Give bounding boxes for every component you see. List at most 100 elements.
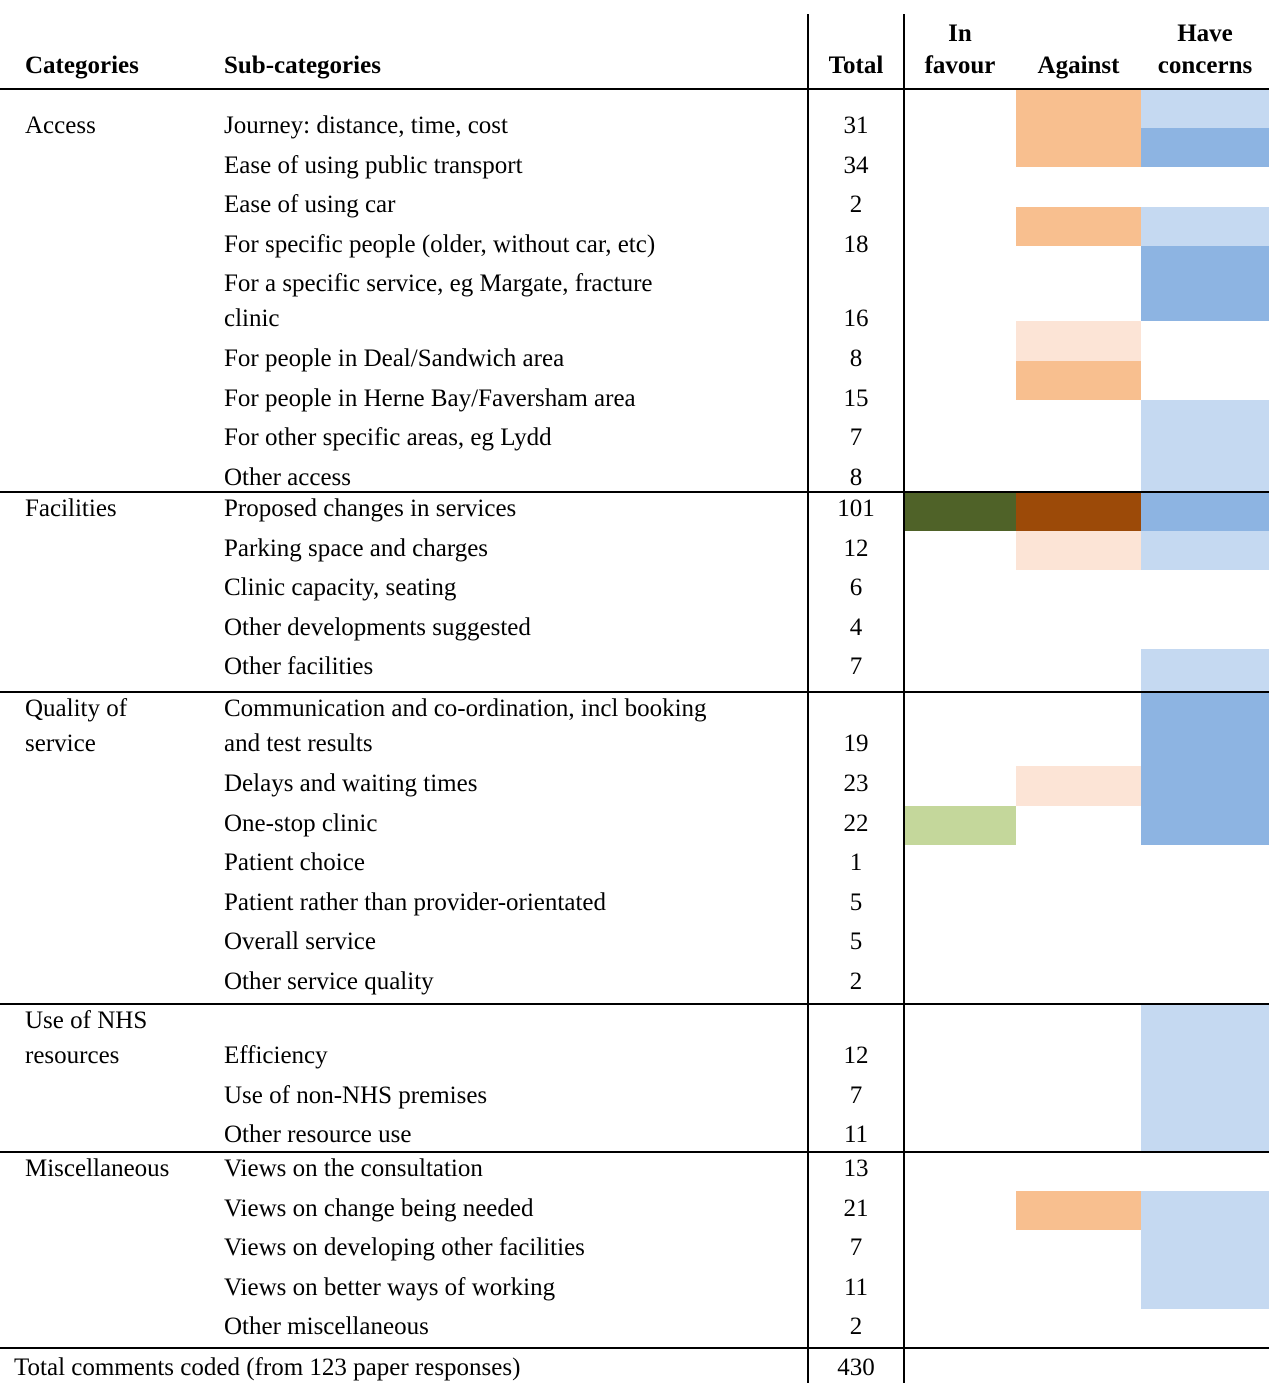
- subcategory-label: One-stop clinic: [224, 809, 378, 837]
- subcategory-label: For people in Herne Bay/Faversham area: [224, 384, 636, 412]
- against-cell: [1016, 360, 1141, 400]
- concern-cell: [1141, 1082, 1269, 1151]
- against-cell: [1016, 530, 1141, 570]
- total-value: 4: [849, 613, 863, 641]
- concern-cell: [1141, 1230, 1269, 1270]
- category-label: service: [25, 730, 96, 757]
- total-value: 6: [849, 574, 863, 601]
- total-value: 7: [849, 1081, 863, 1109]
- total-value: 31: [843, 112, 869, 139]
- header-in-favour-line2: favour: [924, 52, 996, 79]
- total-value: 2: [849, 191, 863, 218]
- concern-cell: [1141, 1042, 1269, 1082]
- total-value: 22: [843, 809, 869, 837]
- total-value: 12: [843, 1042, 869, 1069]
- total-value: 8: [849, 345, 863, 372]
- favour-cell: [904, 805, 1016, 845]
- category-label: Quality of: [25, 695, 128, 722]
- subcategory-label: Ease of using public transport: [224, 151, 523, 179]
- subcategory-label: Journey: distance, time, cost: [224, 112, 508, 139]
- header-categories: Categories: [25, 52, 139, 79]
- subcategory-label: Other facilities: [224, 653, 374, 680]
- concern-cell: [1141, 206, 1269, 246]
- total-value: 1: [849, 849, 863, 876]
- subcategory-label: Views on developing other facilities: [224, 1234, 585, 1261]
- total-value: 11: [843, 1121, 869, 1148]
- subcategory-label: Other service quality: [224, 967, 434, 995]
- total-value: 2: [849, 1313, 863, 1340]
- subcategory-label: For people in Deal/Sandwich area: [224, 345, 565, 372]
- subcategory-label: Views on better ways of working: [224, 1273, 556, 1301]
- concern-cell: [1141, 805, 1269, 845]
- subcategory-label: Other access: [224, 463, 352, 491]
- total-value: 16: [843, 305, 869, 332]
- subcategory-label: Other miscellaneous: [224, 1313, 429, 1340]
- column-divider: [903, 14, 905, 1383]
- against-cell: [1016, 321, 1141, 361]
- concern-cell: [1141, 1269, 1269, 1309]
- subcategory-label: Other developments suggested: [224, 613, 531, 641]
- subcategory-label: Views on the consultation: [224, 1155, 483, 1182]
- total-value: 15: [843, 384, 869, 412]
- row-divider: [0, 491, 1269, 493]
- subcategory-label: Ease of using car: [224, 191, 396, 218]
- total-value: 12: [843, 534, 869, 562]
- total-value: 11: [843, 1273, 869, 1301]
- concern-cell: [1141, 491, 1269, 531]
- header-subcategories: Sub-categories: [224, 52, 381, 79]
- favour-cell: [904, 491, 1016, 531]
- total-value: 21: [843, 1194, 869, 1222]
- subcategory-label: For other specific areas, eg Lydd: [224, 424, 552, 451]
- row-divider: [0, 1003, 1269, 1005]
- total-value: 7: [849, 1234, 863, 1261]
- concern-cell: [1141, 439, 1269, 491]
- concern-cell: [1141, 649, 1269, 691]
- subcategory-label: Delays and waiting times: [224, 770, 478, 797]
- row-divider: [0, 1151, 1269, 1153]
- concern-cell: [1141, 530, 1269, 570]
- subcategory-label: Proposed changes in services: [224, 495, 517, 522]
- category-label: resources: [25, 1042, 120, 1069]
- footer-total: 430: [837, 1354, 875, 1381]
- total-value: 8: [849, 463, 863, 491]
- total-value: 23: [843, 770, 869, 797]
- total-value: 34: [843, 151, 869, 179]
- total-value: 5: [849, 928, 863, 955]
- header-concerns-line2: concerns: [1157, 52, 1253, 79]
- against-cell: [1016, 491, 1141, 531]
- total-value: 101: [837, 495, 875, 522]
- category-label: Use of NHS: [25, 1007, 148, 1034]
- subcategory-label: and test results: [224, 730, 373, 757]
- subcategory-label: Views on change being needed: [224, 1194, 534, 1222]
- column-divider: [807, 14, 809, 1383]
- concern-cell: [1141, 691, 1269, 766]
- subcategory-label: For a specific service, eg Margate, frac…: [224, 270, 653, 297]
- header-total: Total: [828, 52, 884, 79]
- subcategory-label: Efficiency: [224, 1042, 328, 1069]
- total-value: 19: [843, 730, 869, 757]
- concern-cell: [1141, 246, 1269, 321]
- category-label: Miscellaneous: [25, 1155, 170, 1182]
- total-value: 13: [843, 1155, 869, 1182]
- subcategory-label: Overall service: [224, 928, 377, 955]
- total-value: 7: [849, 424, 863, 451]
- subcategory-label: For specific people (older, without car,…: [224, 230, 656, 258]
- subcategory-label: Other resource use: [224, 1121, 412, 1148]
- row-divider: [0, 88, 1269, 90]
- concern-cell: [1141, 400, 1269, 440]
- subcategory-label: Patient rather than provider-orientated: [224, 888, 606, 916]
- subcategory-label: clinic: [224, 305, 280, 332]
- footer-label: Total comments coded (from 123 paper res…: [14, 1354, 521, 1381]
- subcategory-label: Patient choice: [224, 849, 365, 876]
- subcategory-label: Use of non-NHS premises: [224, 1081, 488, 1109]
- subcategory-label: Clinic capacity, seating: [224, 574, 457, 601]
- concern-cell: [1141, 1190, 1269, 1230]
- category-label: Access: [25, 112, 96, 139]
- subcategory-label: Parking space and charges: [224, 534, 489, 562]
- concern-cell: [1141, 1003, 1269, 1043]
- header-against: Against: [1037, 52, 1120, 79]
- against-cell: [1016, 1190, 1141, 1230]
- concern-cell: [1141, 127, 1269, 167]
- against-cell: [1016, 206, 1141, 246]
